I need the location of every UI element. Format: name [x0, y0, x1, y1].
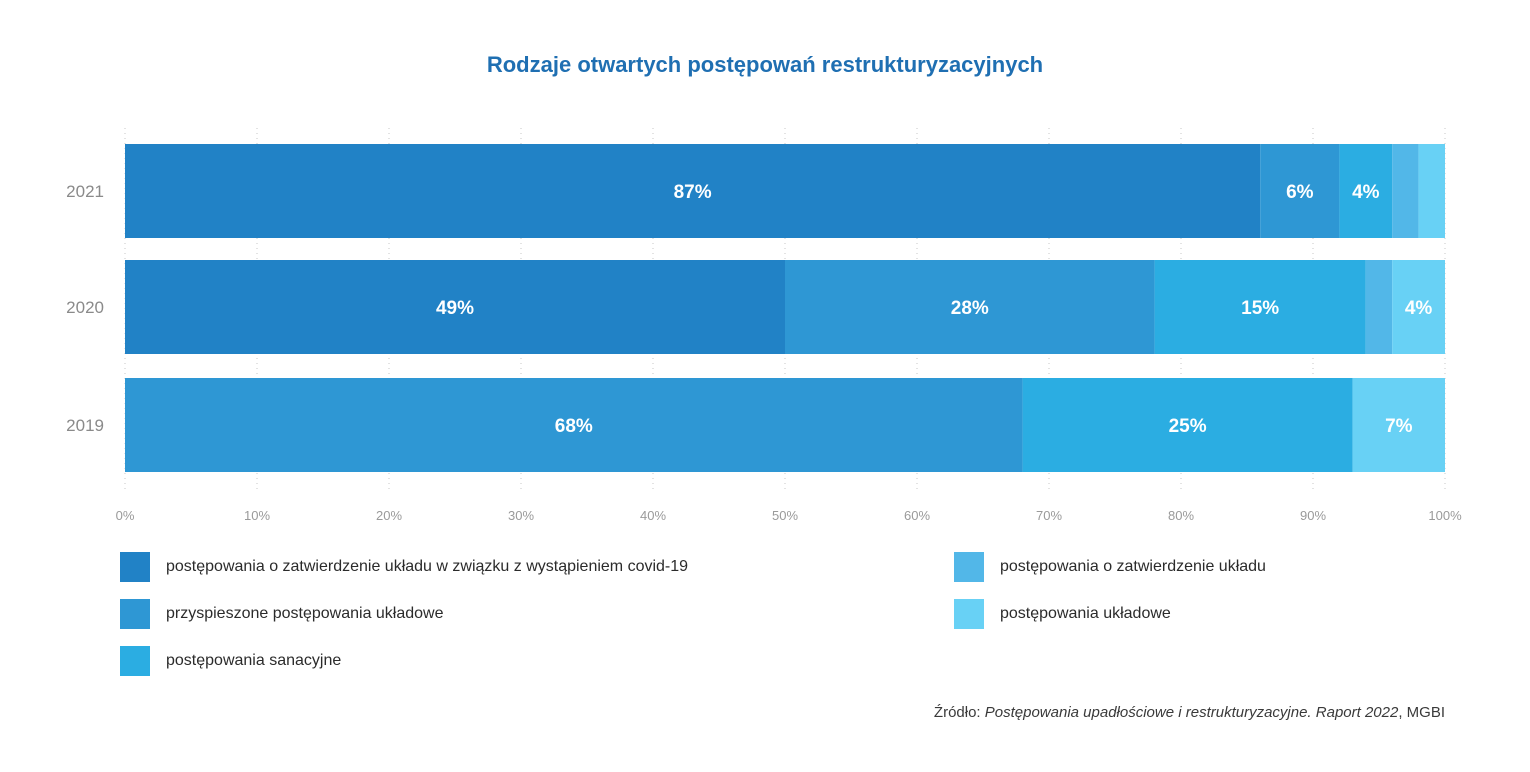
- data-label: 6%: [1286, 182, 1314, 203]
- legend-label: postępowania układowe: [1000, 605, 1171, 622]
- x-tick-label: 100%: [1428, 508, 1462, 523]
- x-tick-label: 0%: [116, 508, 135, 523]
- bar-segment: [1260, 144, 1340, 238]
- bar-segment: [1022, 378, 1353, 472]
- bar-segment: [125, 260, 785, 354]
- bar-segment: [1418, 144, 1445, 238]
- data-label: 87%: [674, 182, 712, 203]
- data-label: 15%: [1241, 298, 1279, 319]
- source-note: Źródło: Postępowania upadłościowe i rest…: [934, 704, 1445, 721]
- legend-label: postępowania sanacyjne: [166, 652, 342, 669]
- data-label: 68%: [555, 416, 593, 437]
- y-category-label: 2019: [66, 416, 104, 435]
- legend-swatch: [120, 646, 150, 676]
- bar-segment: [125, 144, 1261, 238]
- data-label: 49%: [436, 298, 474, 319]
- legend-label: postępowania o zatwierdzenie układu w zw…: [166, 558, 689, 575]
- x-tick-label: 30%: [508, 508, 534, 523]
- legend-swatch: [120, 552, 150, 582]
- stacked-bar-chart: 0% 10% 20% 30% 40% 50% 60% 70% 80% 90% 100% 87% 6% 4%…: [66, 128, 1462, 523]
- source-title: Postępowania upadłościowe i restrukturyz…: [984, 704, 1399, 721]
- bar-segment: [1352, 378, 1445, 472]
- y-category-label: 2021: [66, 182, 104, 201]
- legend-swatch: [954, 552, 984, 582]
- x-tick-label: 10%: [244, 508, 270, 523]
- x-tick-label: 90%: [1300, 508, 1326, 523]
- x-tick-label: 40%: [640, 508, 666, 523]
- legend-swatch: [954, 599, 984, 629]
- legend-item: postępowania sanacyjne: [120, 646, 341, 676]
- x-tick-label: 20%: [376, 508, 402, 523]
- bar-segment: [1392, 144, 1419, 238]
- legend-swatch: [120, 599, 150, 629]
- data-label: 25%: [1169, 416, 1207, 437]
- bar-segment: [785, 260, 1155, 354]
- legend-item: przyspieszone postępowania układowe: [120, 599, 444, 629]
- source-prefix: Źródło:: [933, 704, 985, 721]
- bar-segment: [125, 378, 1023, 472]
- y-category-label: 2020: [66, 298, 104, 317]
- source-suffix: , MGBI: [1398, 704, 1445, 721]
- data-label: 4%: [1405, 298, 1433, 319]
- data-label: 7%: [1385, 416, 1413, 437]
- legend-item: postępowania o zatwierdzenie układu w zw…: [120, 552, 688, 582]
- data-label: 28%: [951, 298, 989, 319]
- bar-segment: [1392, 260, 1445, 354]
- legend-label: postępowania o zatwierdzenie układu: [1000, 558, 1266, 575]
- x-tick-label: 80%: [1168, 508, 1194, 523]
- chart-title: Rodzaje otwartych postępowań restruktury…: [486, 52, 1044, 77]
- bar-segment: [1154, 260, 1366, 354]
- bar-segment: [1339, 144, 1393, 238]
- legend-item: postępowania układowe: [954, 599, 1171, 629]
- x-tick-label: 70%: [1036, 508, 1062, 523]
- x-tick-label: 60%: [904, 508, 930, 523]
- bar-segment: [1365, 260, 1393, 354]
- legend-item: postępowania o zatwierdzenie układu: [954, 552, 1266, 582]
- legend-label: przyspieszone postępowania układowe: [166, 605, 444, 622]
- x-tick-label: 50%: [772, 508, 798, 523]
- data-label: 4%: [1352, 182, 1380, 203]
